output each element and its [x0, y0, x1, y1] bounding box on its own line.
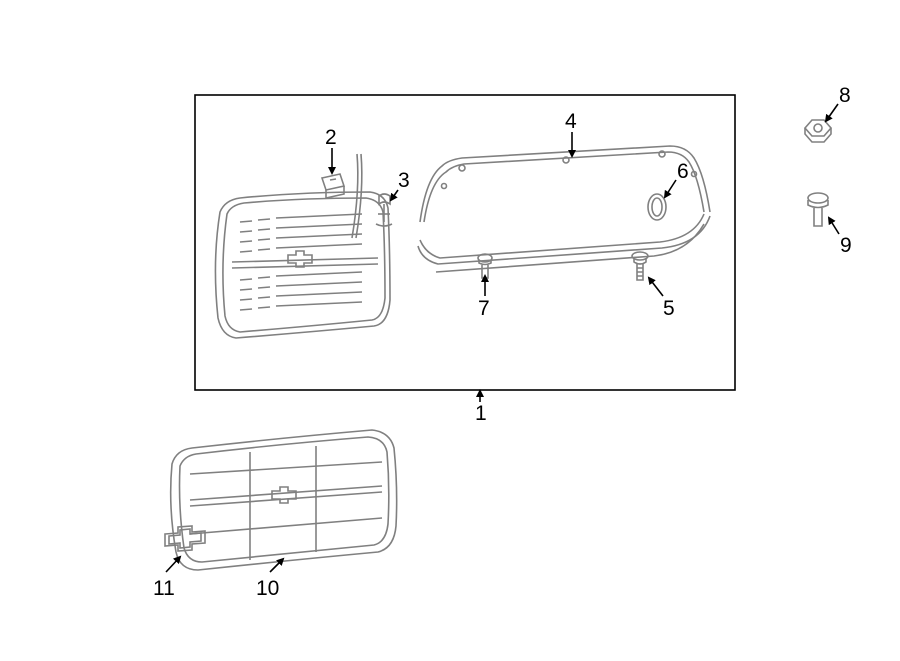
callout-10: 10 — [256, 578, 279, 599]
part-lower-molding — [418, 214, 710, 272]
part-8-nut — [805, 120, 831, 142]
callout-1: 1 — [475, 403, 487, 424]
part-10-grille-secondary — [171, 430, 397, 570]
callout-3: 3 — [398, 170, 410, 191]
callout-11: 11 — [153, 578, 175, 599]
part-6-plug — [648, 194, 666, 220]
diagram-svg — [0, 0, 900, 661]
part-9-bolt — [808, 193, 828, 226]
part-11-emblem — [165, 526, 205, 551]
callout-5: 5 — [663, 298, 675, 319]
part-4-upper-molding — [420, 146, 710, 222]
callout-9: 9 — [840, 235, 852, 256]
callout-2: 2 — [325, 127, 337, 148]
part-7-pin — [478, 254, 492, 278]
leader-arrows — [166, 104, 839, 572]
callout-4: 4 — [565, 111, 577, 132]
callout-8: 8 — [839, 85, 851, 106]
part-1-grille-main — [215, 192, 390, 338]
callout-6: 6 — [677, 161, 689, 182]
callout-7: 7 — [478, 298, 490, 319]
part-trim-strip — [352, 154, 362, 238]
part-2-bracket — [322, 174, 344, 198]
parts-diagram: 1 2 3 4 5 6 7 8 9 10 11 — [0, 0, 900, 661]
